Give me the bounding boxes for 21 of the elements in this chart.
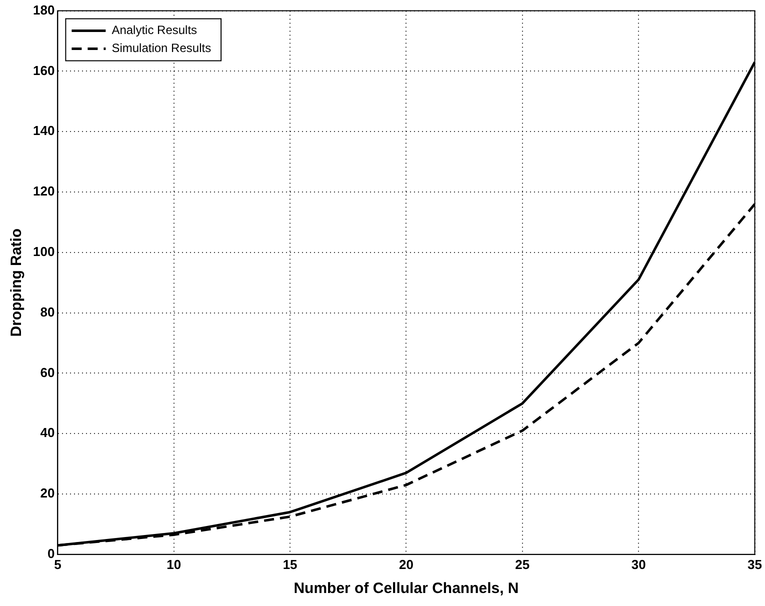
y-tick-label: 160 <box>32 62 55 78</box>
y-tick-label: 100 <box>32 244 55 259</box>
legend-label: Analytic Results <box>112 23 198 38</box>
x-tick-label: 35 <box>748 556 762 572</box>
legend-label: Simulation Results <box>112 41 212 56</box>
y-tick-label: 40 <box>40 425 55 440</box>
y-tick-label: 0 <box>47 546 55 561</box>
x-tick-label: 30 <box>631 556 646 572</box>
x-axis-title: Number of Cellular Channels, N <box>294 580 519 598</box>
y-tick-label: 120 <box>32 184 55 199</box>
y-axis-title: Dropping Ratio <box>8 228 26 337</box>
x-tick-label: 10 <box>166 556 182 572</box>
y-tick-label: 60 <box>40 364 55 380</box>
y-tick-label: 80 <box>40 304 55 320</box>
x-tick-label: 25 <box>515 556 530 572</box>
x-tick-label: 5 <box>54 556 62 572</box>
x-tick-label: 20 <box>398 556 414 572</box>
y-tick-label: 140 <box>32 123 55 138</box>
y-tick-label: 180 <box>32 2 55 18</box>
x-tick-label: 15 <box>282 556 298 572</box>
y-tick-label: 20 <box>40 486 55 501</box>
